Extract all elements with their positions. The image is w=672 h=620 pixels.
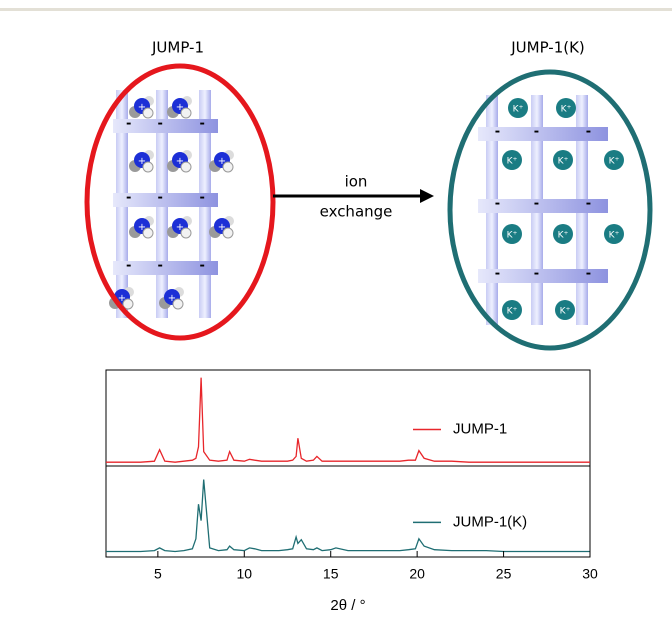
plus-sign: +	[218, 222, 226, 233]
arrow-label-bottom: exchange	[320, 203, 393, 221]
minus-sign: -	[200, 259, 205, 274]
k-ion-label: K⁺	[507, 307, 518, 317]
minus-sign: -	[126, 191, 131, 206]
chart: JUMP-1 JUMP-1(K) 5 10 15 20 25 30 2θ / °	[106, 370, 598, 614]
minus-sign: -	[534, 197, 539, 212]
k-ion-label: K⁺	[560, 307, 571, 317]
legend-label: JUMP-1(K)	[453, 513, 527, 530]
k-ion-label: K⁺	[507, 157, 518, 167]
x-axis-label: 2θ / °	[330, 597, 365, 614]
x-tick-label: 15	[323, 566, 339, 582]
minus-sign: -	[200, 117, 205, 132]
top-rule	[0, 8, 672, 11]
panel-frame	[106, 466, 590, 557]
k-ion-label: K⁺	[558, 231, 569, 241]
x-tick-label: 10	[236, 566, 252, 582]
k-ion-label: K⁺	[507, 231, 518, 241]
figure: JUMP-1 JUMP-1(K) ---------++++++++++----…	[0, 0, 672, 616]
x-tick-label: 30	[582, 566, 598, 582]
k-ion-label: K⁺	[558, 157, 569, 167]
minus-sign: -	[200, 191, 205, 206]
plus-sign: +	[176, 156, 184, 167]
minus-sign: -	[534, 125, 539, 140]
plus-sign: +	[138, 102, 146, 113]
minus-sign: -	[495, 197, 500, 212]
minus-sign: -	[158, 117, 163, 132]
k-ion-label: K⁺	[609, 157, 620, 167]
minus-sign: -	[495, 267, 500, 282]
k-ion-label: K⁺	[513, 105, 524, 115]
plus-sign: +	[138, 156, 146, 167]
minus-sign: -	[586, 267, 591, 282]
plus-sign: +	[218, 156, 226, 167]
arrow-head	[420, 189, 434, 203]
plus-sign: +	[176, 222, 184, 233]
plus-sign: +	[138, 222, 146, 233]
series-line	[106, 378, 590, 463]
minus-sign: -	[586, 197, 591, 212]
panel-frame	[106, 370, 590, 466]
minus-sign: -	[158, 259, 163, 274]
x-tick-label: 20	[409, 566, 425, 582]
plus-sign: +	[168, 293, 176, 304]
plus-sign: +	[176, 102, 184, 113]
right-label: JUMP-1(K)	[510, 39, 585, 57]
x-tick-label: 25	[496, 566, 512, 582]
minus-sign: -	[586, 125, 591, 140]
k-ion-label: K⁺	[609, 231, 620, 241]
minus-sign: -	[126, 259, 131, 274]
minus-sign: -	[495, 125, 500, 140]
minus-sign: -	[126, 117, 131, 132]
minus-sign: -	[158, 191, 163, 206]
k-ion-label: K⁺	[561, 105, 572, 115]
minus-sign: -	[534, 267, 539, 282]
legend-label: JUMP-1	[453, 420, 507, 437]
arrow-label-top: ion	[345, 173, 368, 191]
x-tick-label: 5	[154, 566, 162, 582]
left-label: JUMP-1	[151, 39, 204, 57]
